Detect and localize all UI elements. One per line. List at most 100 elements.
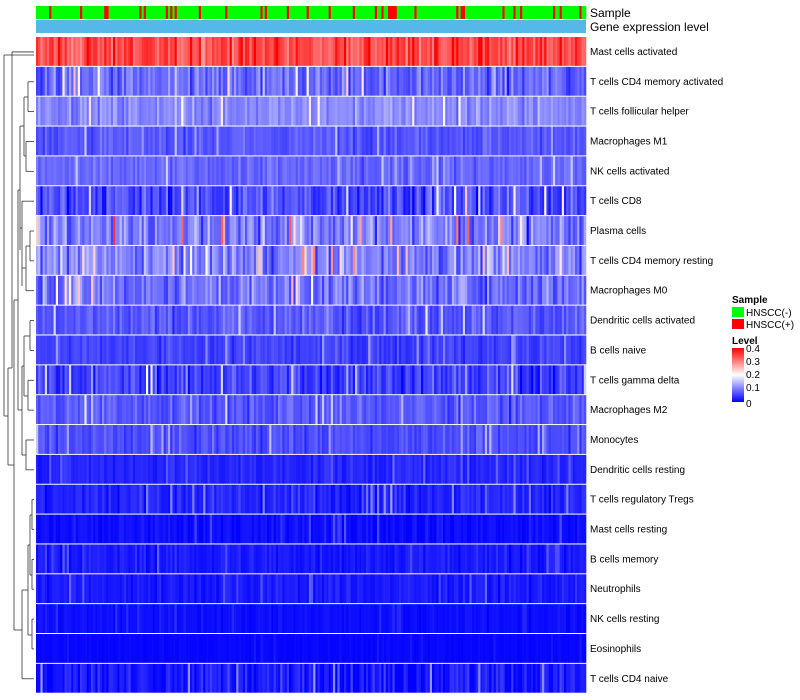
sample-annotation-cell: [69, 6, 72, 19]
heatmap-cell: [484, 395, 488, 425]
heatmap-cell: [416, 454, 420, 484]
heatmap-cell: [73, 425, 76, 454]
heatmap-cell: [69, 37, 72, 66]
heatmap-cell: [436, 514, 439, 544]
heatmap-cell: [249, 216, 252, 245]
sample-annotation-cell: [489, 6, 492, 19]
heatmap-cell: [130, 395, 134, 425]
heatmap-cell: [174, 514, 178, 544]
heatmap-cell: [330, 454, 334, 484]
heatmap-cell: [526, 484, 530, 514]
heatmap-cell: [42, 544, 46, 574]
heatmap-cell: [170, 186, 173, 216]
heatmap-cell: [293, 425, 296, 454]
heatmap-cell: [205, 514, 208, 544]
heatmap-cell: [377, 96, 380, 126]
heatmap-cell: [284, 425, 288, 454]
heatmap-cell: [357, 186, 360, 216]
heatmap-cell: [445, 126, 448, 156]
heatmap-cell: [425, 365, 428, 395]
sample-annotation-cell: [458, 6, 461, 19]
heatmap-cell: [359, 544, 362, 574]
heatmap-cell: [524, 216, 527, 245]
heatmap-cell: [482, 395, 486, 425]
heatmap-cell: [566, 454, 569, 484]
heatmap-cell: [207, 275, 211, 305]
heatmap-cell: [201, 395, 204, 425]
heatmap-cell: [135, 335, 138, 365]
heatmap-cell: [427, 37, 431, 66]
heatmap-cell: [524, 514, 527, 544]
heatmap-cell: [280, 574, 283, 604]
heatmap-cell: [280, 395, 283, 425]
heatmap-cell: [179, 544, 182, 574]
heatmap-cell: [561, 245, 565, 275]
heatmap-cell: [500, 305, 503, 335]
heatmap-cell: [572, 514, 576, 544]
heatmap-cell: [121, 484, 125, 514]
heatmap-cell: [227, 574, 230, 604]
heatmap-cell: [471, 96, 475, 126]
heatmap-cell: [561, 186, 565, 216]
heatmap-cell: [97, 216, 101, 245]
heatmap-cell: [128, 514, 131, 544]
heatmap-cell: [568, 275, 571, 305]
heatmap-cell: [548, 37, 552, 66]
heatmap-cell: [190, 514, 193, 544]
sample-annotation-cell: [394, 6, 398, 19]
heatmap-cell: [139, 305, 142, 335]
heatmap-cell: [86, 305, 90, 335]
heatmap-cell: [515, 156, 519, 186]
heatmap-cell: [579, 126, 582, 156]
heatmap-cell: [451, 216, 455, 245]
sample-annotation-cell: [38, 6, 41, 19]
heatmap-cell: [99, 96, 103, 126]
heatmap-cell: [561, 425, 565, 454]
heatmap-cell: [73, 186, 76, 216]
heatmap-cell: [491, 484, 494, 514]
heatmap-cell: [352, 186, 356, 216]
heatmap-cell: [66, 305, 70, 335]
heatmap-cell: [443, 275, 446, 305]
heatmap-cell: [271, 425, 274, 454]
heatmap-cell: [449, 365, 453, 395]
heatmap-cell: [482, 514, 486, 544]
heatmap-cell: [267, 425, 270, 454]
heatmap-cell: [460, 66, 464, 96]
heatmap-cell: [500, 66, 503, 96]
heatmap-cell: [416, 305, 420, 335]
heatmap-cell: [278, 96, 281, 126]
heatmap-cell: [570, 425, 574, 454]
heatmap-cell: [227, 514, 230, 544]
heatmap-cell: [348, 186, 351, 216]
heatmap-cell: [421, 305, 424, 335]
heatmap-cell: [350, 245, 354, 275]
sample-annotation-cell: [352, 6, 356, 19]
heatmap-cell: [163, 365, 167, 395]
heatmap-cell: [575, 275, 578, 305]
heatmap-cell: [172, 395, 175, 425]
heatmap-cell: [317, 454, 321, 484]
heatmap-cell: [176, 186, 180, 216]
heatmap-cell: [407, 275, 411, 305]
sample-annotation-cell: [418, 6, 422, 19]
heatmap-cell: [135, 544, 138, 574]
heatmap-cell: [480, 126, 483, 156]
heatmap-cell: [374, 425, 378, 454]
heatmap-cell: [44, 395, 48, 425]
heatmap-cell: [564, 484, 567, 514]
heatmap-cell: [368, 335, 371, 365]
sample-annotation-cell: [190, 6, 193, 19]
heatmap-cell: [513, 335, 516, 365]
heatmap-cell: [513, 395, 516, 425]
heatmap-cell: [535, 186, 538, 216]
heatmap-cell: [247, 245, 250, 275]
heatmap-cell: [137, 126, 140, 156]
heatmap-cell: [344, 484, 347, 514]
heatmap-cell: [212, 425, 215, 454]
heatmap-cell: [493, 454, 497, 484]
heatmap-cell: [84, 544, 87, 574]
heatmap-cell: [438, 335, 442, 365]
heatmap-cell: [304, 335, 307, 365]
heatmap-cell: [289, 454, 292, 484]
